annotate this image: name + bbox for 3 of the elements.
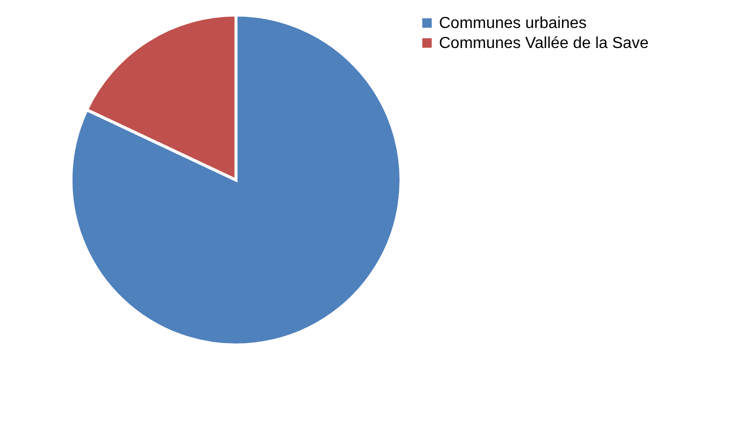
legend-label: Communes Vallée de la Save [439, 35, 649, 52]
legend-label: Communes urbaines [439, 15, 587, 32]
pie-slice [70, 14, 402, 346]
